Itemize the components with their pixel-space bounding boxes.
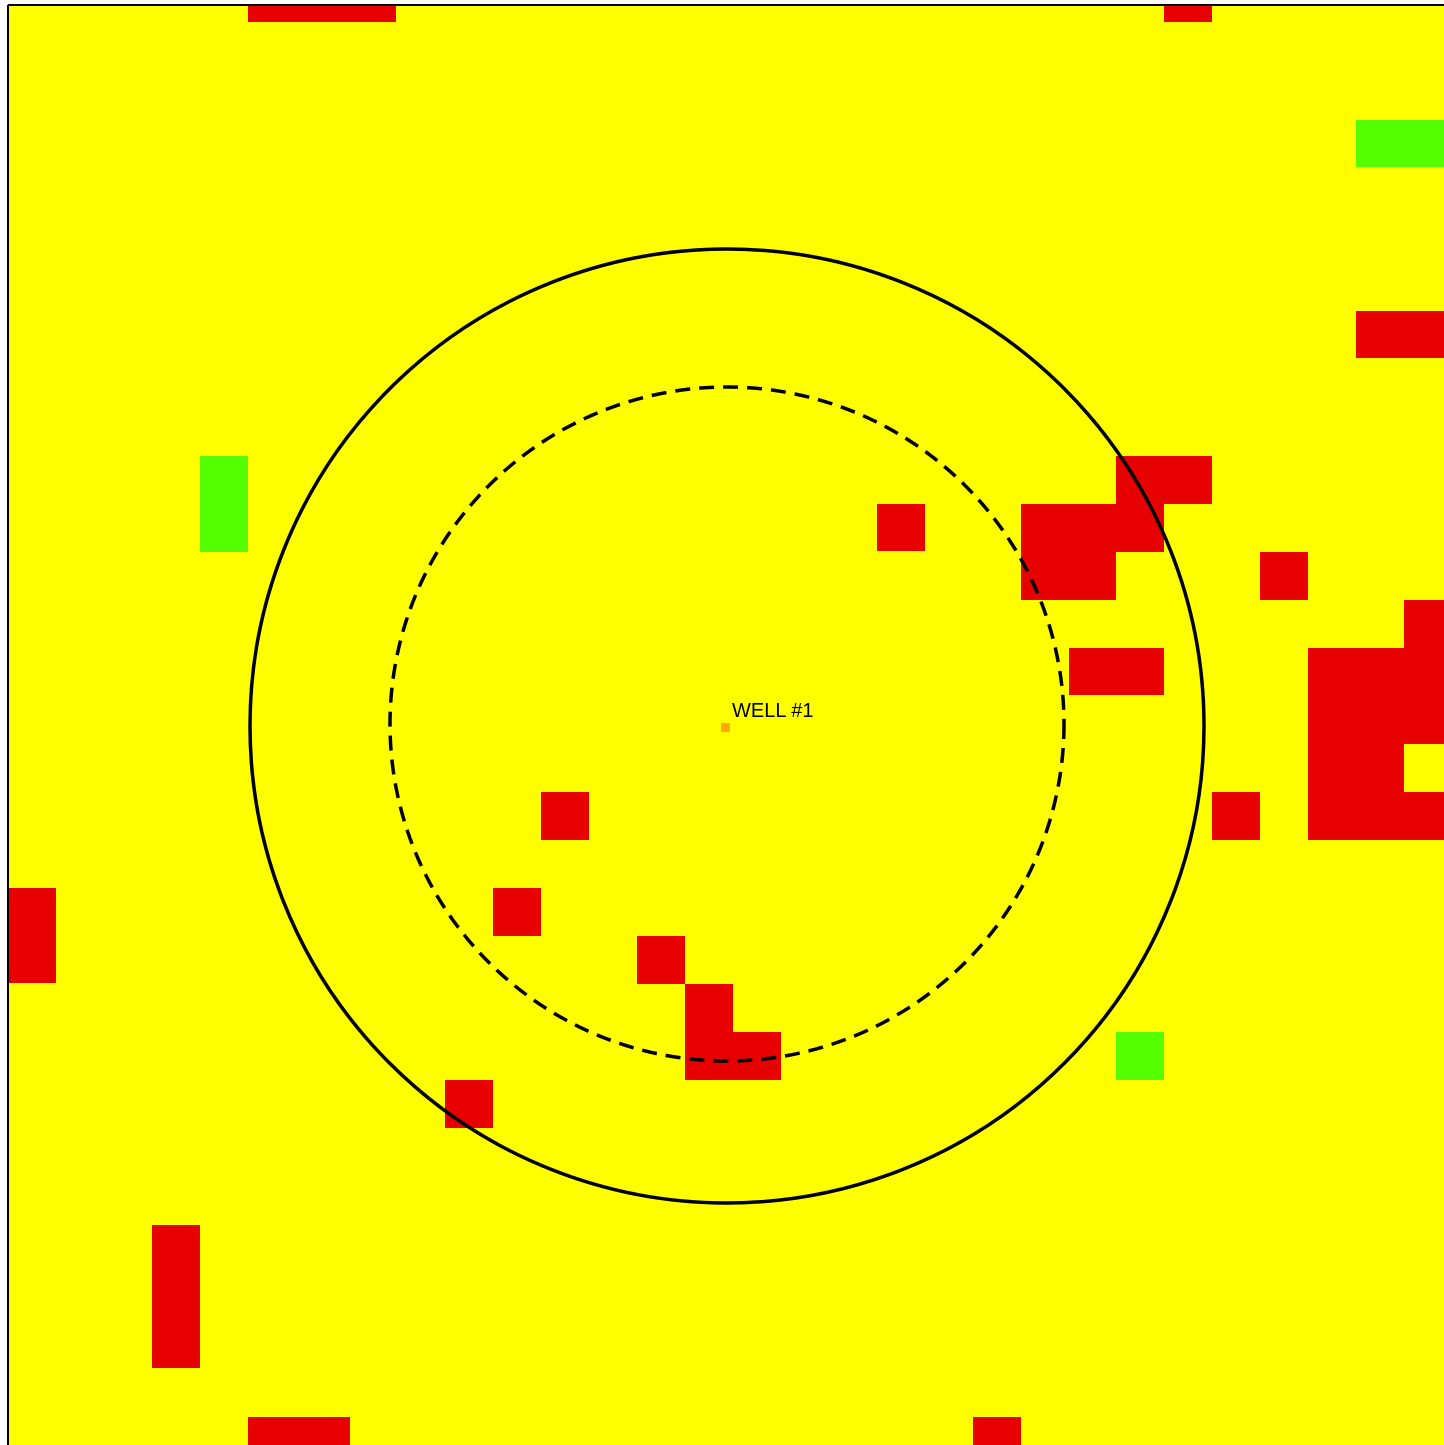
red-cell	[637, 936, 685, 984]
red-cell	[445, 1080, 493, 1128]
red-cell	[685, 1032, 781, 1080]
well-label: WELL #1	[732, 700, 814, 722]
red-cell	[1021, 504, 1164, 552]
red-cell	[1212, 792, 1260, 840]
red-cell	[1404, 600, 1444, 648]
red-cell	[973, 1417, 1021, 1445]
outer-ring	[248, 247, 1206, 1205]
red-cell	[1069, 648, 1164, 695]
red-cell	[1308, 648, 1444, 744]
red-cell	[1021, 552, 1116, 600]
red-cell	[1164, 5, 1212, 22]
red-cell	[152, 1225, 200, 1368]
red-cell	[1356, 311, 1444, 358]
green-cell	[1116, 1032, 1164, 1080]
red-cell	[1308, 792, 1444, 840]
red-cell	[541, 792, 589, 840]
green-cell	[200, 456, 248, 552]
red-cell	[877, 504, 925, 551]
red-cell	[248, 5, 396, 22]
red-cell	[493, 888, 541, 936]
inner-ring	[388, 385, 1066, 1063]
red-cell	[1116, 456, 1212, 504]
red-cell	[248, 1417, 350, 1445]
red-cells-layer	[8, 5, 1444, 1445]
well-marker[interactable]	[721, 723, 730, 732]
green-cells-layer	[200, 120, 1444, 1080]
green-cell	[1356, 120, 1444, 167]
red-cell	[685, 984, 733, 1032]
red-cell	[8, 888, 56, 983]
red-cell	[1308, 744, 1404, 792]
red-cell	[1260, 552, 1308, 600]
